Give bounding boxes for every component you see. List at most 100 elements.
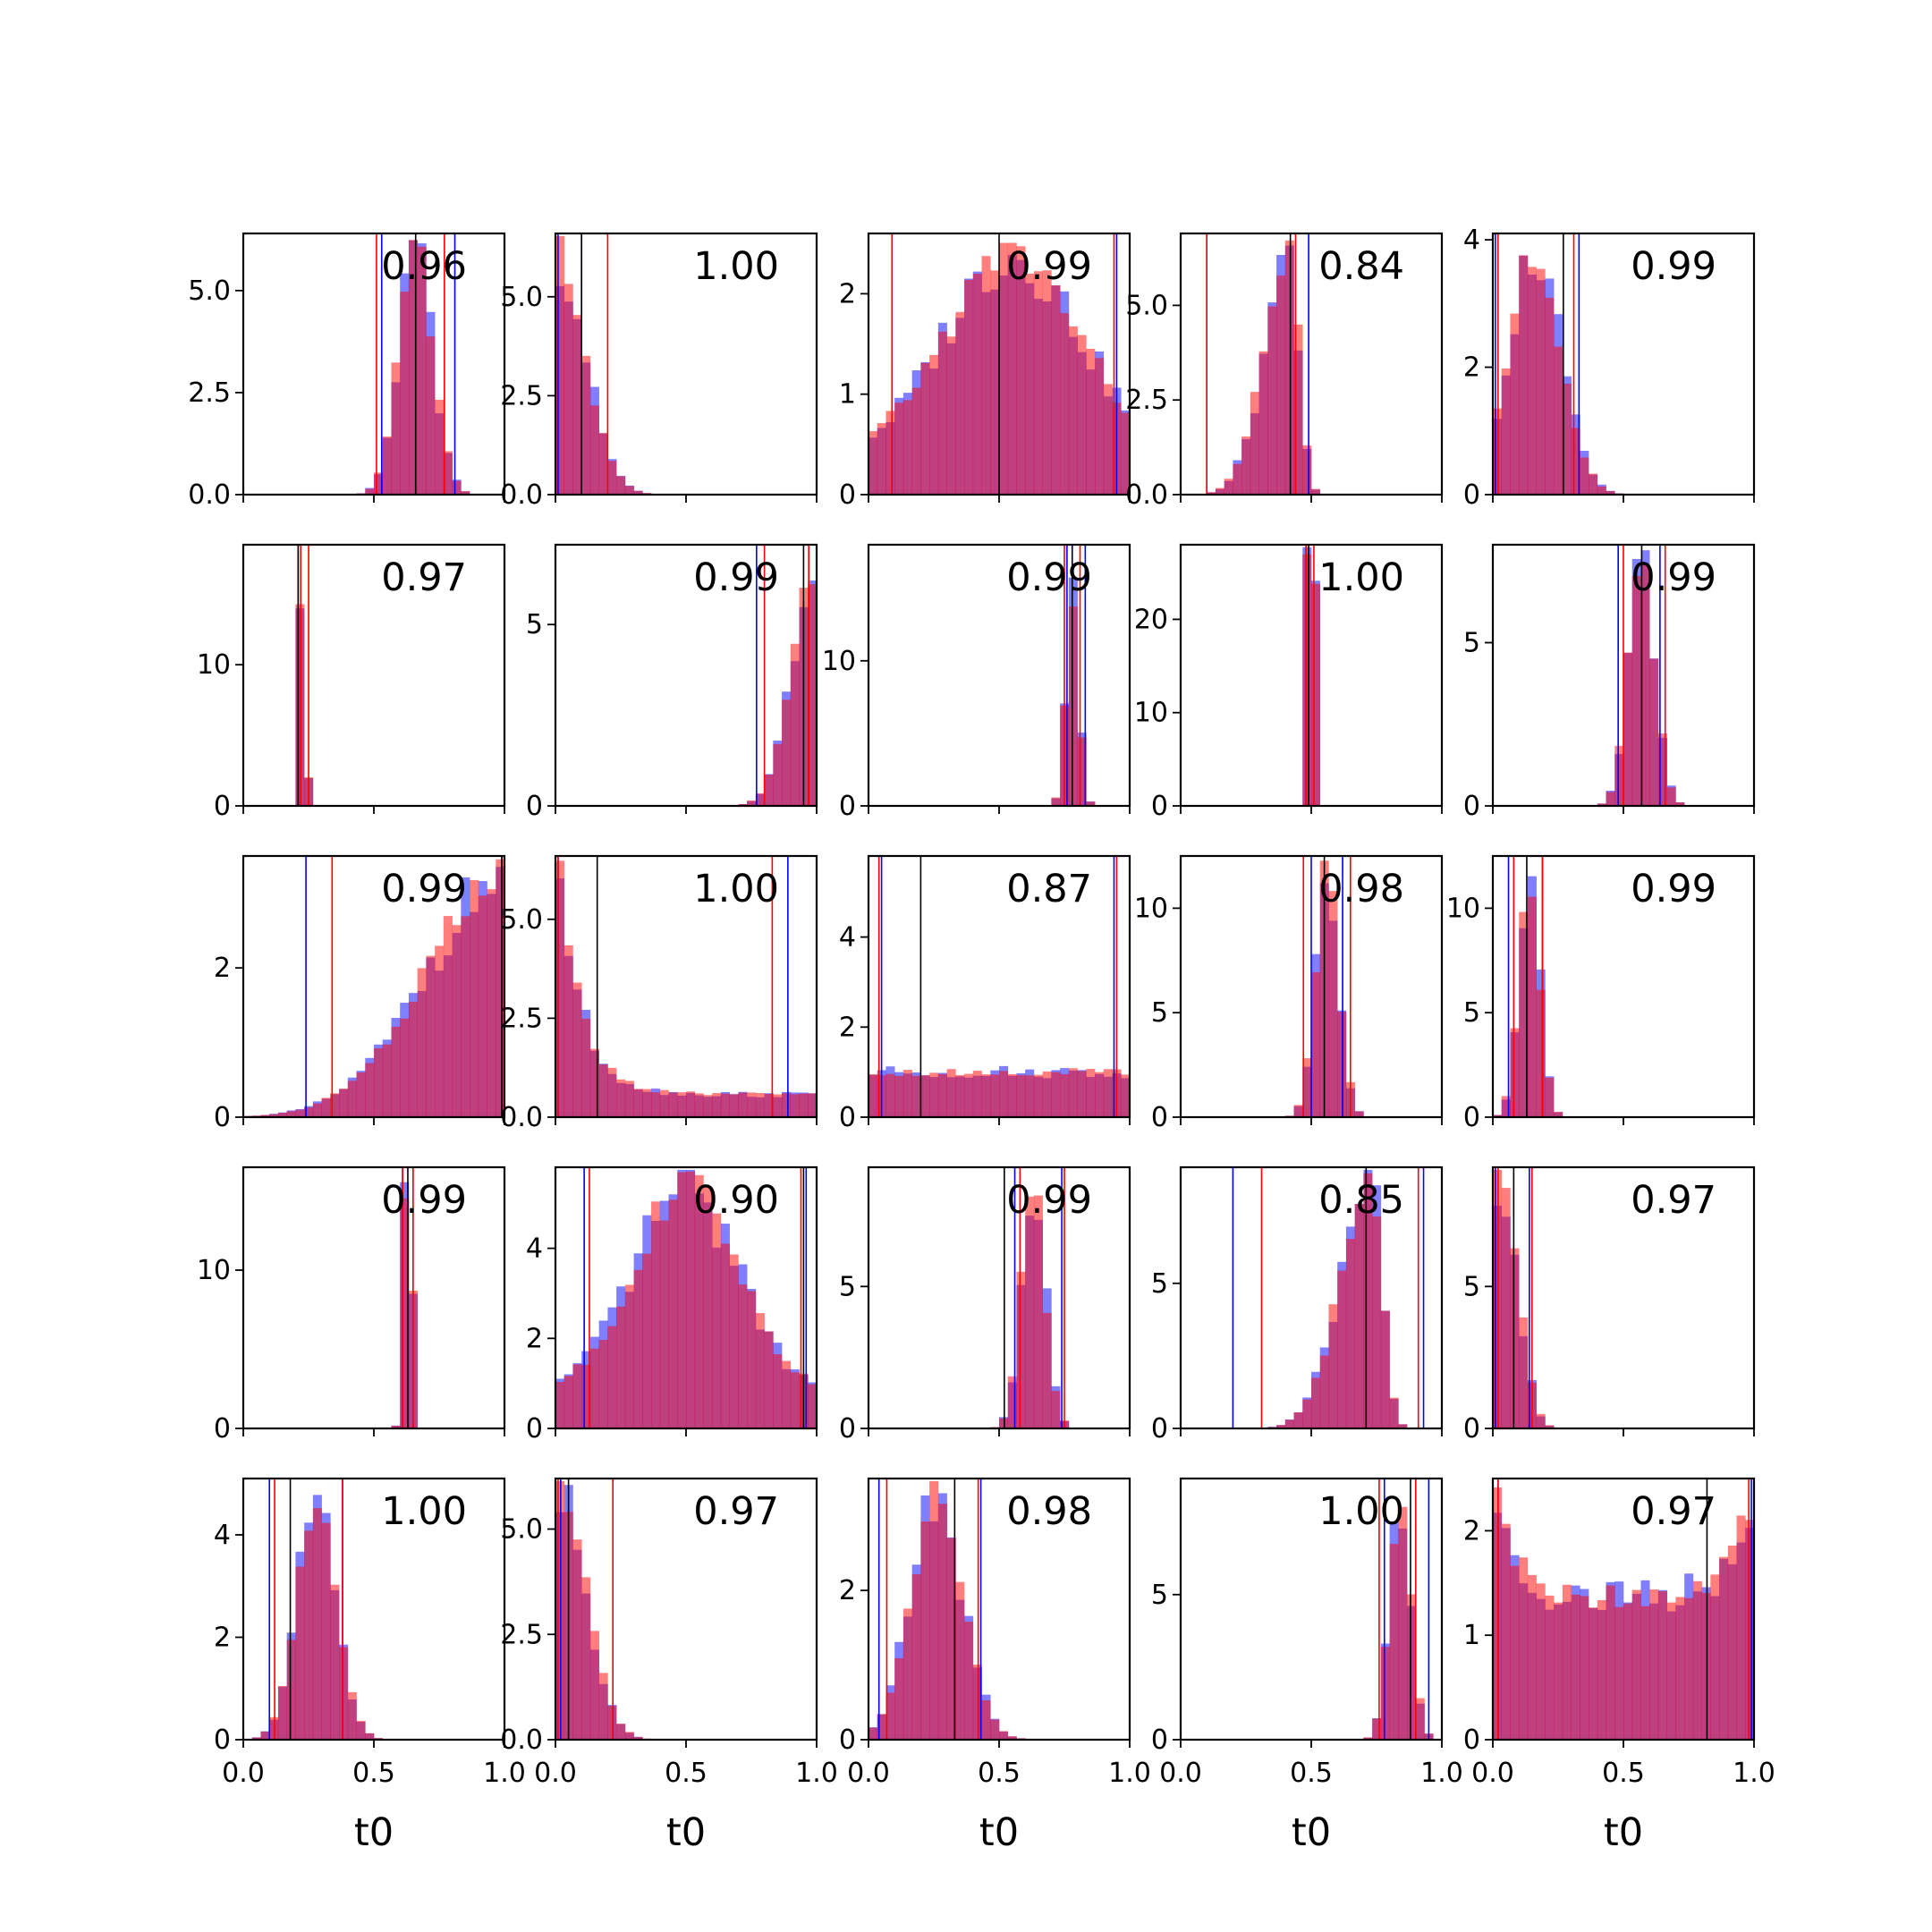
red-hist-bar <box>1060 313 1070 495</box>
panel-2-5: 050.99 <box>1463 543 1756 822</box>
red-hist-bar <box>330 1584 340 1740</box>
panel-value-label: 1.00 <box>1318 1489 1404 1534</box>
y-tick-label: 4 <box>1463 225 1480 256</box>
red-hist-bar <box>374 472 384 495</box>
red-hist-bar <box>955 1581 965 1740</box>
red-hist-bar <box>1536 1583 1546 1740</box>
red-hist-bar <box>720 1093 730 1117</box>
red-hist-bar <box>624 1080 634 1117</box>
panel-5-4: 0 5 0.0 0.5 1.0 t0 1.00 <box>1151 1477 1463 1855</box>
red-hist-bar <box>1580 1596 1589 1740</box>
red-hist-bar <box>764 1331 774 1428</box>
red-hist-bar <box>1640 1606 1650 1740</box>
red-hist-bar <box>589 1048 599 1117</box>
red-hist-bar <box>452 925 462 1117</box>
red-hist-bar <box>642 1253 652 1428</box>
x-tick-label: 0.0 <box>534 1758 577 1789</box>
red-hist-bar <box>1493 1114 1503 1117</box>
red-hist-bar <box>1293 324 1303 495</box>
red-hist-bar <box>1571 428 1580 495</box>
red-hist-bar <box>607 1326 617 1428</box>
x-tick-label: 0.5 <box>665 1758 708 1789</box>
x-axis-label: t0 <box>354 1810 394 1855</box>
red-hist-bar <box>755 792 765 806</box>
red-hist-bar <box>1501 1096 1511 1117</box>
red-hist-bar <box>330 1093 340 1117</box>
y-tick-label: 5 <box>526 609 543 640</box>
red-hist-bar <box>659 1220 669 1428</box>
red-hist-bar <box>1519 1557 1529 1740</box>
red-hist-bar <box>1224 479 1233 495</box>
y-tick-label: 5.0 <box>500 1514 543 1546</box>
red-hist-bar <box>990 1719 1000 1740</box>
panel-4-4: 050.85 <box>1151 1165 1444 1445</box>
red-hist-bar <box>712 1092 722 1117</box>
red-hist-bar <box>1649 658 1659 806</box>
y-tick-label: 5 <box>1463 1271 1480 1302</box>
y-tick-label: 0 <box>526 1413 543 1445</box>
red-hist-bar <box>555 236 565 495</box>
red-hist-bar <box>1562 1584 1572 1740</box>
red-hist-bar <box>1311 1377 1321 1428</box>
red-hist-bar <box>964 1622 974 1740</box>
y-tick-label: 0 <box>839 1413 856 1445</box>
red-hist-bar <box>1354 1111 1364 1117</box>
red-hist-bar <box>365 1733 375 1740</box>
red-hist-bar <box>339 1647 349 1740</box>
y-tick-label: 5 <box>1463 628 1480 659</box>
red-hist-bar <box>1380 1310 1390 1428</box>
y-tick-label: 0.0 <box>500 1102 543 1133</box>
red-hist-bar <box>1095 358 1105 495</box>
red-hist-bar <box>624 486 634 495</box>
red-hist-bar <box>1007 242 1017 495</box>
red-hist-bar <box>1719 1556 1729 1740</box>
red-hist-bar <box>911 1574 921 1740</box>
red-hist-bar <box>764 775 774 806</box>
y-tick-label: 5.0 <box>188 275 231 307</box>
x-axis-label: t0 <box>1292 1810 1331 1855</box>
red-hist-bar <box>1060 1073 1070 1117</box>
red-hist-bar <box>990 1074 1000 1117</box>
red-hist-bar <box>589 405 599 495</box>
red-hist-bar <box>1276 275 1286 495</box>
red-hist-bar <box>738 1092 748 1117</box>
y-tick-label: 0 <box>839 791 856 822</box>
red-hist-bar <box>417 968 427 1117</box>
red-hist-bar <box>1068 1068 1078 1117</box>
red-hist-bar <box>1033 271 1043 495</box>
red-hist-bar <box>782 1093 792 1117</box>
x-tick-label: 0.5 <box>352 1758 395 1789</box>
panel-2-3: 0 10 0.99 <box>822 543 1131 822</box>
y-tick-label: 0 <box>839 1102 856 1133</box>
red-hist-bar <box>964 279 974 495</box>
panel-value-label: 1.00 <box>1318 555 1404 600</box>
red-hist-bar <box>607 1067 617 1117</box>
red-hist-bar <box>633 1736 643 1740</box>
panel-value-label: 0.99 <box>1631 244 1716 289</box>
red-hist-bar <box>703 1187 713 1428</box>
red-hist-bar <box>1086 348 1096 495</box>
red-hist-bar <box>1121 412 1131 495</box>
panel-3-4: 0 5 10 0.98 <box>1134 854 1444 1133</box>
red-hist-bar <box>677 1172 687 1428</box>
red-hist-bar <box>1025 273 1035 495</box>
red-hist-bar <box>1501 1188 1511 1428</box>
red-hist-bar <box>1267 306 1277 495</box>
red-hist-bar <box>1415 1698 1425 1740</box>
y-tick-label: 0 <box>1151 1102 1168 1133</box>
red-hist-bar <box>1328 891 1338 1117</box>
red-hist-bar <box>435 945 445 1117</box>
red-hist-bar <box>295 1566 305 1740</box>
red-hist-bar <box>487 889 496 1117</box>
red-hist-bar <box>981 256 991 495</box>
red-hist-bar <box>374 1048 384 1117</box>
red-hist-bar <box>624 1732 634 1740</box>
red-hist-bar <box>1701 1592 1711 1740</box>
red-hist-bar <box>581 355 591 495</box>
red-hist-bar <box>703 1095 713 1117</box>
panel-value-label: 0.97 <box>381 555 467 600</box>
y-tick-label: 0 <box>1463 1724 1480 1756</box>
red-hist-bar <box>964 1073 974 1117</box>
red-hist-bar <box>764 1094 774 1117</box>
red-hist-bar <box>1007 1073 1017 1117</box>
